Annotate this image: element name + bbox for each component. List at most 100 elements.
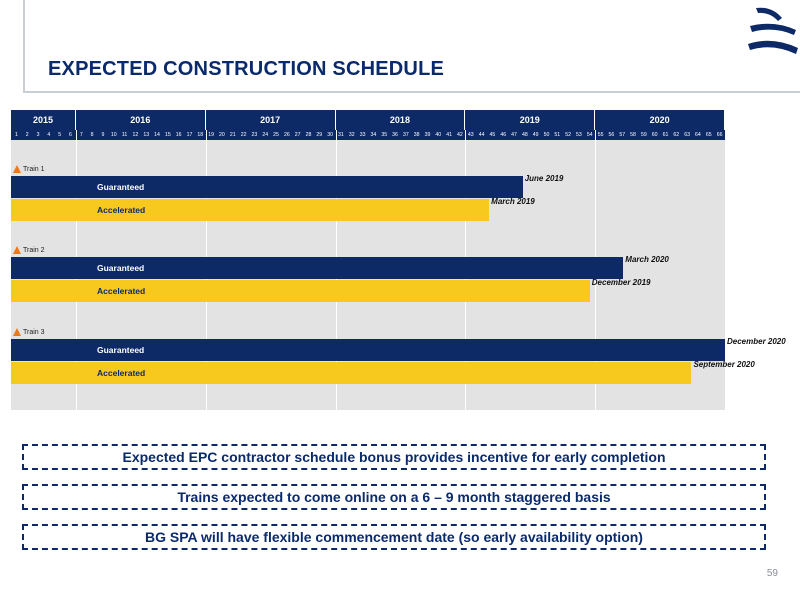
month-header-7: 7 bbox=[79, 132, 83, 138]
month-header-21: 21 bbox=[229, 132, 236, 138]
month-header-61: 61 bbox=[662, 132, 669, 138]
train-3-guaranteed-bar: Guaranteed bbox=[11, 339, 725, 361]
month-header-60: 60 bbox=[651, 132, 658, 138]
train-label-3: Train 3 bbox=[13, 328, 45, 336]
month-header-10: 10 bbox=[110, 132, 117, 138]
month-header-42: 42 bbox=[457, 132, 463, 138]
train-label-2: Train 2 bbox=[13, 246, 45, 254]
month-header-40: 40 bbox=[435, 132, 442, 138]
year-separator bbox=[205, 130, 207, 140]
month-header-49: 49 bbox=[532, 132, 539, 138]
month-header-17: 17 bbox=[186, 132, 193, 138]
month-header-11: 11 bbox=[121, 132, 128, 138]
month-header-63: 63 bbox=[684, 132, 691, 138]
train-label-1: Train 1 bbox=[13, 165, 45, 173]
month-header-22: 22 bbox=[240, 132, 247, 138]
train-3-guaranteed-date: December 2020 bbox=[727, 337, 786, 346]
month-header-59: 59 bbox=[640, 132, 647, 138]
year-header-2017: 2017 bbox=[205, 110, 336, 130]
month-header-18: 18 bbox=[197, 132, 204, 138]
month-header-54: 54 bbox=[586, 132, 593, 138]
month-header-30: 30 bbox=[327, 132, 334, 138]
month-header-24: 24 bbox=[262, 132, 269, 138]
title-vertical-rule bbox=[23, 0, 25, 93]
month-header-27: 27 bbox=[294, 132, 301, 138]
month-header-58: 58 bbox=[630, 132, 636, 138]
month-header-12: 12 bbox=[132, 132, 139, 138]
title-divider bbox=[24, 91, 800, 93]
year-header-2018: 2018 bbox=[335, 110, 466, 130]
month-header-15: 15 bbox=[164, 132, 171, 138]
month-header-3: 3 bbox=[36, 132, 40, 138]
month-header-44: 44 bbox=[478, 132, 485, 138]
month-header-19: 19 bbox=[208, 132, 215, 138]
year-separator bbox=[465, 130, 467, 140]
month-header-8: 8 bbox=[90, 132, 94, 138]
month-header-26: 26 bbox=[283, 132, 290, 138]
month-header-66: 66 bbox=[716, 132, 723, 138]
month-header-41: 41 bbox=[446, 132, 453, 138]
train-2-accelerated-date: December 2019 bbox=[591, 278, 651, 287]
month-header-43: 43 bbox=[467, 132, 474, 138]
note-bg-spa: BG SPA will have flexible commencement d… bbox=[22, 524, 766, 550]
year-header-2020: 2020 bbox=[595, 110, 725, 130]
year-header-row: 2015 2016 2017 2018 2019 2020 bbox=[11, 110, 725, 130]
month-header-33: 33 bbox=[359, 132, 366, 138]
month-header-5: 5 bbox=[58, 132, 62, 138]
note-staggered-trains: Trains expected to come online on a 6 – … bbox=[22, 484, 766, 510]
month-header-47: 47 bbox=[511, 132, 517, 138]
month-header-65: 65 bbox=[705, 132, 712, 138]
month-header-36: 36 bbox=[392, 132, 398, 138]
train-1-guaranteed-bar: Guaranteed bbox=[11, 176, 523, 198]
year-separator bbox=[335, 130, 337, 140]
month-header-13: 13 bbox=[143, 132, 150, 138]
train-1-guaranteed-date: June 2019 bbox=[524, 174, 564, 183]
month-header-23: 23 bbox=[251, 132, 258, 138]
year-header-2019: 2019 bbox=[465, 110, 596, 130]
train-3-accelerated-date: September 2020 bbox=[693, 360, 755, 369]
train-1-accelerated-date: March 2019 bbox=[491, 197, 535, 206]
month-header-53: 53 bbox=[576, 132, 582, 138]
train-label-text: Train 2 bbox=[23, 246, 45, 254]
month-header-45: 45 bbox=[489, 132, 496, 138]
month-header-38: 38 bbox=[413, 132, 420, 138]
month-header-64: 64 bbox=[695, 132, 701, 138]
month-header-52: 52 bbox=[565, 132, 572, 138]
year-header-2016: 2016 bbox=[75, 110, 206, 130]
month-header-51: 51 bbox=[554, 132, 561, 138]
month-header-31: 31 bbox=[338, 132, 344, 138]
month-header-37: 37 bbox=[402, 132, 409, 138]
month-header-1: 1 bbox=[14, 132, 18, 138]
company-logo-icon bbox=[748, 7, 798, 54]
month-header-2: 2 bbox=[25, 132, 29, 138]
month-header-6: 6 bbox=[69, 132, 72, 138]
month-header-14: 14 bbox=[154, 132, 160, 138]
month-header-62: 62 bbox=[673, 132, 680, 138]
train-2-guaranteed-bar: Guaranteed bbox=[11, 257, 624, 279]
month-header-39: 39 bbox=[424, 132, 431, 138]
year-separator bbox=[595, 130, 597, 140]
construction-gantt-chart: 2015 2016 2017 2018 2019 2020 1 2 3 4 5 6 7 8 9 10 11 12… bbox=[11, 110, 786, 410]
month-header-4: 4 bbox=[47, 132, 51, 138]
note-epc-bonus: Expected EPC contractor schedule bonus p… bbox=[22, 444, 766, 470]
year-header-2015: 2015 bbox=[11, 110, 76, 130]
train-2-accelerated-bar: Accelerated bbox=[11, 280, 590, 302]
month-header-32: 32 bbox=[348, 132, 355, 138]
milestone-triangle-icon bbox=[13, 328, 21, 336]
month-header-34: 34 bbox=[370, 132, 377, 138]
month-header-29: 29 bbox=[316, 132, 323, 138]
train-label-text: Train 3 bbox=[23, 328, 45, 336]
month-header-25: 25 bbox=[273, 132, 279, 138]
month-header-16: 16 bbox=[175, 132, 182, 138]
page-number: 59 bbox=[766, 568, 778, 579]
train-3-accelerated-bar: Accelerated bbox=[11, 362, 692, 384]
page-title: EXPECTED CONSTRUCTION SCHEDULE bbox=[48, 58, 445, 80]
month-header-row: 1 2 3 4 5 6 7 8 9 10 11 12 13 14 15 16 17 18 19 20 21 22 23 24 2… bbox=[11, 130, 725, 140]
month-header-46: 46 bbox=[500, 132, 507, 138]
month-header-57: 57 bbox=[619, 132, 626, 138]
month-header-20: 20 bbox=[219, 132, 225, 138]
month-header-50: 50 bbox=[543, 132, 550, 138]
train-1-accelerated-bar: Accelerated bbox=[11, 199, 490, 221]
month-header-55: 55 bbox=[597, 132, 604, 138]
year-separator bbox=[75, 130, 77, 140]
